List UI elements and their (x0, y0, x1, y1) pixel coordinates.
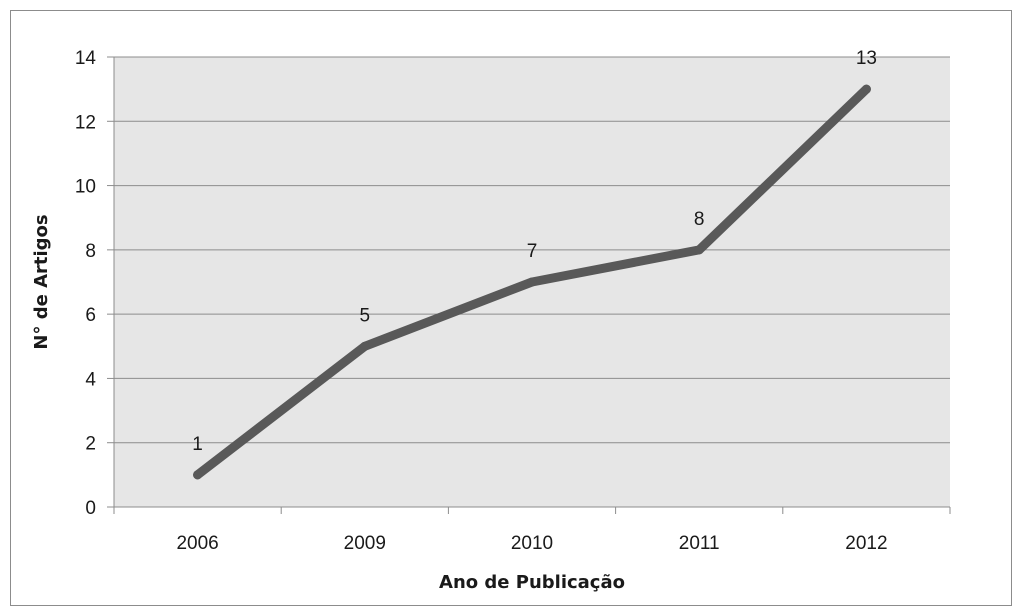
y-tick-label: 10 (75, 177, 96, 198)
x-tick-label: 2011 (679, 533, 720, 554)
y-tick-labels: 0 2 4 6 8 10 12 14 (75, 48, 97, 519)
x-tick-labels: 2006 2009 2010 2011 2012 (176, 533, 887, 554)
y-tick-label: 8 (85, 241, 96, 262)
data-point (694, 245, 704, 255)
x-tick-label: 2012 (845, 533, 887, 554)
y-tick-label: 12 (75, 112, 96, 133)
x-tick-label: 2006 (176, 533, 218, 554)
data-point (193, 470, 203, 480)
data-labels: 1 5 7 8 13 (192, 48, 877, 455)
y-tick-label: 4 (85, 369, 96, 390)
y-tick-label: 6 (85, 305, 96, 326)
y-tick-label: 0 (85, 498, 96, 519)
y-tick-label: 2 (85, 434, 96, 455)
x-tick-label: 2010 (511, 533, 553, 554)
x-axis-title: Ano de Publicação (439, 572, 625, 593)
gridlines (107, 56, 950, 508)
series-layer (193, 84, 871, 480)
data-point (527, 277, 537, 287)
data-point (360, 341, 370, 351)
data-label: 1 (192, 434, 203, 455)
x-tick-label: 2009 (344, 533, 386, 554)
axes (113, 57, 951, 514)
y-tick-label: 14 (75, 48, 97, 69)
y-axis-title: N° de Artigos (31, 214, 52, 349)
data-label: 5 (360, 305, 371, 326)
data-label: 13 (856, 48, 877, 69)
data-point (861, 84, 871, 94)
data-label: 8 (694, 209, 705, 230)
data-label: 7 (527, 241, 538, 262)
